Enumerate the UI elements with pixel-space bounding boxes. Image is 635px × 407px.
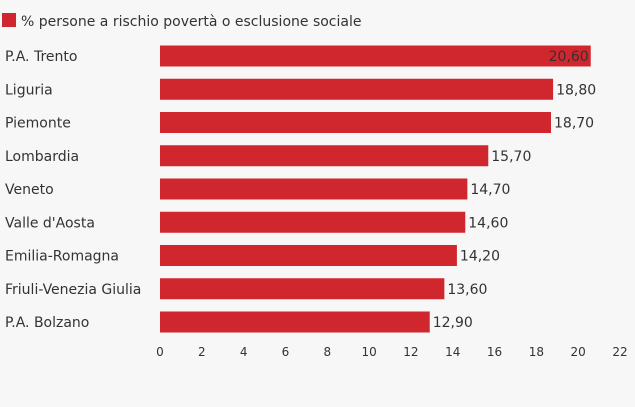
- bar: [160, 45, 591, 67]
- x-tick-label: 18: [529, 345, 544, 359]
- value-labels: 20,60 18,80 18,70 15,70 14,70 14,60 14,20 13,60…: [433, 49, 596, 331]
- bar: [160, 178, 468, 200]
- x-tick-label: 20: [571, 345, 586, 359]
- value-label: 14,20: [460, 249, 500, 265]
- legend-label: % persone a rischio povertà o esclusione…: [21, 14, 361, 30]
- x-tick-label: 12: [403, 345, 418, 359]
- x-tick-label: 6: [282, 345, 290, 359]
- bar: [160, 78, 554, 100]
- category-label: Valle d'Aosta: [5, 215, 95, 231]
- category-labels: P.A. Trento Liguria Piemonte Lombardia Venet…: [5, 49, 141, 331]
- category-label: Veneto: [5, 182, 54, 198]
- legend-swatch: [2, 13, 16, 27]
- category-label: Liguria: [5, 82, 53, 98]
- bar: [160, 311, 430, 333]
- x-axis-tick-labels: 0 2 4 6 8 10 12 14 16 18 20 22: [156, 345, 627, 359]
- value-label: 14,60: [468, 215, 508, 231]
- category-label: Friuli-Venezia Giulia: [5, 282, 141, 298]
- bar: [160, 145, 489, 167]
- value-label: 14,70: [470, 182, 510, 198]
- x-tick-label: 14: [445, 345, 460, 359]
- category-label: Piemonte: [5, 116, 71, 132]
- legend: % persone a rischio povertà o esclusione…: [2, 13, 361, 30]
- x-tick-label: 22: [612, 345, 627, 359]
- x-tick-label: 10: [361, 345, 376, 359]
- x-tick-label: 0: [156, 345, 164, 359]
- x-tick-label: 4: [240, 345, 248, 359]
- value-label: 20,60: [549, 49, 589, 65]
- value-label: 13,60: [447, 282, 487, 298]
- bar: [160, 112, 551, 133]
- category-label: Emilia-Romagna: [5, 249, 119, 265]
- category-label: Lombardia: [5, 149, 79, 165]
- value-label: 15,70: [491, 149, 531, 165]
- category-label: P.A. Trento: [5, 49, 77, 65]
- category-label: P.A. Bolzano: [5, 315, 89, 331]
- value-label: 18,80: [556, 82, 596, 98]
- value-label: 12,90: [433, 315, 473, 331]
- bar: [160, 245, 457, 266]
- bar: [160, 211, 466, 233]
- x-tick-label: 2: [198, 345, 206, 359]
- bar: [160, 278, 445, 300]
- bars: [160, 45, 591, 333]
- value-label: 18,70: [554, 116, 594, 132]
- x-tick-label: 8: [323, 345, 331, 359]
- x-tick-label: 16: [487, 345, 502, 359]
